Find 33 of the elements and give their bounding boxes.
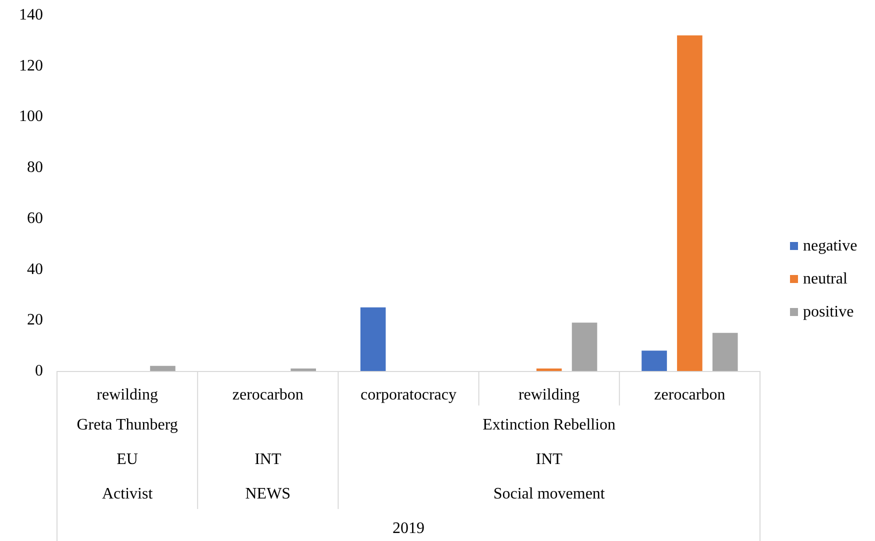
x-tick-label: rewilding (518, 386, 580, 404)
bar (642, 350, 667, 371)
x-tick-label: zerocarbon (654, 386, 726, 404)
legend-label: positive (803, 304, 854, 320)
bar (536, 368, 562, 371)
y-tick-label: 60 (27, 210, 43, 227)
y-tick-label: 140 (19, 6, 43, 24)
text: 2019 (392, 520, 424, 537)
text: Social movement (493, 485, 606, 502)
bar (712, 332, 738, 371)
text: INT (536, 450, 563, 468)
bar (677, 35, 702, 371)
legend-label: neutral (803, 270, 848, 288)
text: INT (254, 450, 282, 468)
bar (572, 322, 598, 371)
y-tick-label: 40 (27, 260, 43, 278)
bar (150, 366, 176, 371)
x-tick-label: zerocarbon (232, 386, 304, 404)
text: EU (116, 450, 138, 468)
x-tick-label: rewilding (96, 386, 158, 404)
text: Greta Thunberg (76, 416, 178, 434)
text: Activist (102, 485, 154, 502)
bar (290, 368, 316, 371)
y-tick-label: 20 (27, 312, 43, 329)
y-tick-label: 120 (19, 57, 43, 74)
legend-label: negative (803, 238, 858, 254)
y-tick-label: 0 (35, 362, 43, 380)
y-tick-label: 80 (27, 159, 43, 176)
bar (360, 307, 386, 371)
text: NEWS (245, 485, 291, 502)
x-tick-label: corporatocracy (360, 386, 456, 404)
text: Extinction Rebellion (482, 416, 616, 434)
y-tick-label: 100 (19, 108, 43, 126)
